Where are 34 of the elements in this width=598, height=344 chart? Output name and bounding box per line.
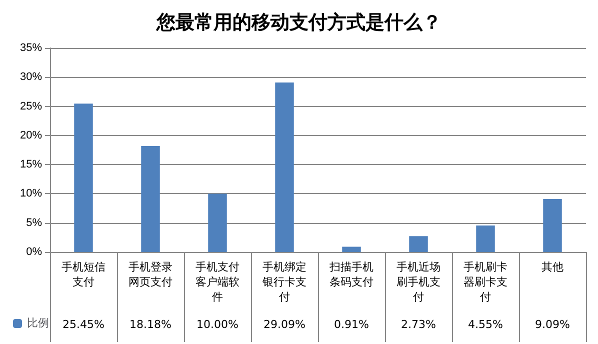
y-tick-label: 0% <box>26 246 42 258</box>
y-tick-label: 35% <box>20 42 42 54</box>
bar <box>208 194 227 252</box>
x-tick-label: 手机支付客户端软件 <box>196 260 240 304</box>
data-label: 25.45% <box>62 318 106 331</box>
data-label: 0.91% <box>333 318 370 331</box>
chart-title: 您最常用的移动支付方式是什么？ <box>156 12 442 34</box>
y-tick-label: 25% <box>20 100 42 112</box>
data-label: 10.00% <box>196 318 240 331</box>
data-label: 29.09% <box>262 318 306 331</box>
x-tick-label: 扫描手机条码支付 <box>328 260 374 288</box>
y-tick-label: 10% <box>20 188 42 200</box>
bar <box>543 199 562 252</box>
legend-label: 比例 <box>27 316 49 330</box>
y-tick-label: 5% <box>26 216 42 229</box>
bar <box>409 236 428 252</box>
x-tick-label: 其他 <box>542 260 564 274</box>
data-label: 18.18% <box>128 318 172 331</box>
bar <box>74 104 93 252</box>
x-tick-label: 手机绑定银行卡支付 <box>262 260 306 304</box>
x-tick-label: 手机短信支付 <box>62 260 106 288</box>
bar <box>476 225 495 252</box>
x-tick-label: 手机刷卡器刷卡支付 <box>464 260 508 304</box>
y-tick-label: 15% <box>20 158 42 171</box>
bar <box>141 146 160 252</box>
bar <box>342 246 361 252</box>
bar <box>275 82 294 252</box>
y-tick-label: 20% <box>20 129 42 142</box>
x-tick-label: 手机登录网页支付 <box>128 260 172 288</box>
data-label: 2.73% <box>400 318 437 331</box>
data-label: 9.09% <box>534 318 571 331</box>
data-label: 4.55% <box>467 318 504 331</box>
x-tick-label: 手机近场刷手机支付 <box>396 260 440 304</box>
y-tick-label: 30% <box>20 71 42 84</box>
